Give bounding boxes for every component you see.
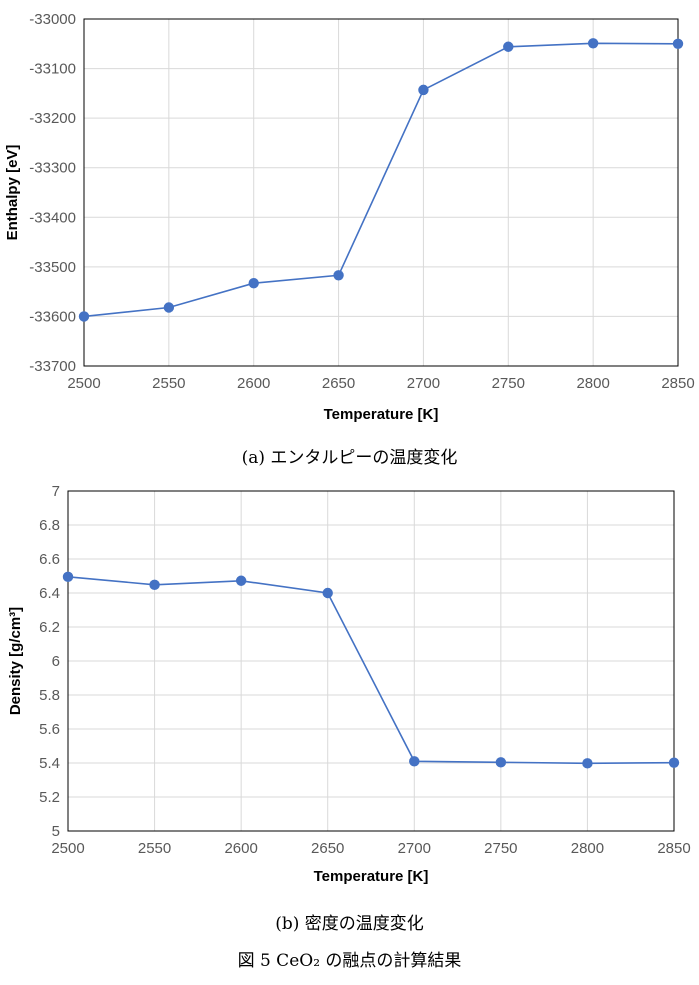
data-point	[235, 575, 247, 586]
y-axis-title: Density [g/cm³]	[7, 607, 24, 715]
x-tick-label: 2850	[661, 375, 694, 392]
y-tick-label: 6.8	[39, 517, 60, 534]
y-tick-label: -33300	[29, 160, 76, 177]
x-tick-label: 2700	[398, 840, 431, 857]
data-point	[163, 302, 175, 313]
density-chart: 7 6.8 6.6 6.4 6.2 6 5.8 5.6 5.4 5.2 5 2500 2550 2600…	[7, 483, 691, 885]
x-tick-label: 2600	[237, 375, 270, 392]
y-tick-label: -33200	[29, 110, 76, 127]
y-tick-label: 6.6	[39, 551, 60, 568]
x-tick-label: 2650	[311, 840, 344, 857]
data-point	[495, 757, 507, 768]
x-gridlines	[83, 19, 679, 366]
plot-frame	[67, 490, 675, 832]
caption-b: (b) 密度の温度変化	[275, 914, 424, 934]
data-point	[582, 758, 593, 769]
y-tick-label: 6	[52, 653, 60, 670]
data-point	[248, 278, 259, 289]
y-tick-label: 5.8	[39, 687, 60, 704]
x-tick-label: 2600	[224, 840, 257, 857]
x-tick-label: 2700	[407, 375, 440, 392]
x-tick-label: 2550	[138, 840, 171, 857]
x-tick-label: 2800	[571, 840, 604, 857]
x-tick-labels: 2500 2550 2600 2650 2700 2750 2800 2850	[67, 375, 694, 392]
x-tick-label: 2750	[484, 840, 517, 857]
y-tick-label: 5.4	[39, 755, 60, 772]
data-point	[587, 38, 599, 49]
figure-caption: 図 5 CeO₂ の融点の計算結果	[237, 951, 462, 971]
y-axis-title: Enthalpy [eV]	[4, 145, 21, 241]
data-point	[333, 270, 344, 281]
x-tick-labels: 2500 2550 2600 2650 2700 2750 2800 2850	[51, 840, 690, 857]
data-point	[503, 41, 514, 52]
x-tick-label: 2850	[657, 840, 690, 857]
y-tick-label: 5.2	[39, 789, 60, 806]
y-tick-label: -33600	[29, 308, 76, 325]
x-axis-title: Temperature [K]	[314, 868, 429, 885]
y-tick-label: -33100	[29, 61, 76, 78]
y-tick-label: -33500	[29, 259, 76, 276]
y-tick-labels: -33000 -33100 -33200 -33300 -33400 -33500 -336…	[29, 11, 76, 375]
data-point	[78, 311, 90, 322]
enthalpy-series-line	[83, 42, 679, 318]
y-tick-label: 5.6	[39, 721, 60, 738]
y-tick-label: 6.2	[39, 619, 60, 636]
caption-a: (a) エンタルピーの温度変化	[241, 448, 458, 468]
y-tick-label: 5	[52, 823, 60, 840]
y-gridlines	[84, 18, 678, 367]
y-tick-label: -33700	[29, 358, 76, 375]
enthalpy-chart: -33000 -33100 -33200 -33300 -33400 -33500 -336…	[4, 11, 695, 423]
data-point	[409, 756, 420, 767]
data-point	[668, 757, 680, 768]
data-point	[672, 38, 684, 49]
density-series-points	[62, 571, 680, 769]
data-point	[322, 587, 333, 599]
x-tick-label: 2500	[67, 375, 100, 392]
y-tick-label: 7	[52, 483, 60, 500]
plot-frame	[83, 18, 679, 367]
data-point	[149, 579, 160, 591]
y-tick-label: 6.4	[39, 585, 60, 602]
y-tick-labels: 7 6.8 6.6 6.4 6.2 6 5.8 5.6 5.4 5.2 5	[39, 483, 60, 840]
y-gridlines	[68, 490, 674, 832]
x-tick-label: 2800	[576, 375, 609, 392]
x-tick-label: 2650	[322, 375, 355, 392]
data-point	[418, 84, 429, 96]
x-tick-label: 2550	[152, 375, 185, 392]
x-tick-label: 2750	[492, 375, 525, 392]
y-tick-label: -33000	[29, 11, 76, 28]
x-tick-label: 2500	[51, 840, 84, 857]
density-series-line	[67, 576, 675, 765]
data-point	[62, 571, 74, 583]
enthalpy-series-points	[78, 38, 684, 322]
y-tick-label: -33400	[29, 209, 76, 226]
x-axis-title: Temperature [K]	[324, 406, 439, 423]
